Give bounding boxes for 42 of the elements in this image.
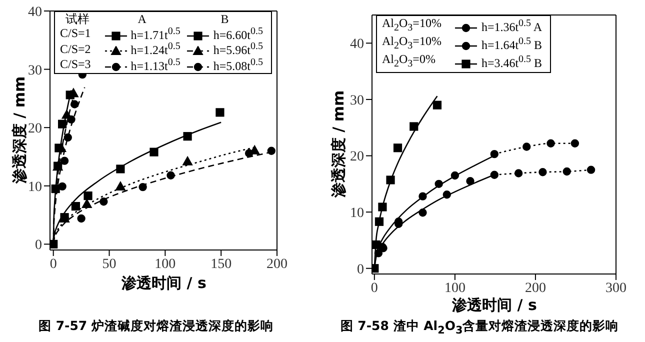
x-tick-label: 200 — [524, 280, 546, 296]
legend-label: h=5.96t$^{0.5}$ — [213, 41, 263, 57]
text: 图 7-57 炉渣碱度对熔渣浸透深度的影响 — [38, 318, 274, 335]
y-tick-label: 20 — [350, 150, 364, 165]
annotation: C/S=3 — [60, 56, 92, 72]
x-tick-label: 300 — [606, 280, 626, 296]
y-tick-label: 40 — [350, 37, 364, 52]
legend-label: h=1.36t$^{0.5}$ A — [481, 18, 542, 34]
x-axis-title: 渗透时间 / s — [452, 296, 537, 315]
y-tick-label: 10 — [28, 180, 42, 195]
annotation: Al$_{2}$O$_{3}$=0% — [382, 52, 436, 71]
annotation: C/S=2 — [60, 41, 92, 56]
x-tick-label: 0 — [370, 280, 378, 296]
legend-title: 试样 — [64, 12, 90, 26]
text: 图 7-58 渣中 Al$_{2}$O$_{3}$含量对熔渣浸透深度的影响 — [339, 318, 620, 336]
legend-label: h=1.71t$^{0.5}$ — [130, 26, 180, 42]
annotation: Al$_{2}$O$_{3}$=10% — [382, 16, 442, 35]
annotation: B — [220, 12, 230, 26]
y-tick-label: 0 — [35, 238, 42, 254]
y-tick-label: 30 — [350, 93, 364, 108]
x-tick-label: 150 — [210, 256, 232, 272]
x-tick-label: 100 — [444, 280, 466, 296]
legend-label: h=1.13t$^{0.5}$ — [130, 56, 180, 72]
annotation: A — [136, 12, 148, 26]
y-axis-title: 渗透深度 / mm — [330, 90, 348, 198]
y-tick-label: 40 — [28, 4, 42, 20]
y-axis-title: 渗透深度 / mm — [10, 76, 28, 184]
x-tick-label: 0 — [50, 256, 57, 272]
x-tick-label: 100 — [154, 256, 176, 272]
x-axis-title: 渗透时间 / s — [122, 274, 206, 293]
y-tick-label: 30 — [28, 63, 42, 78]
annotation: Al$_{2}$O$_{3}$=10% — [382, 34, 442, 53]
legend-label: h=6.60t$^{0.5}$ — [213, 26, 263, 42]
legend-label: h=3.46t$^{0.5}$ B — [481, 54, 542, 70]
legend-label: h=1.24t$^{0.5}$ — [130, 41, 180, 57]
x-tick-label: 50 — [102, 256, 116, 272]
legend-label: h=1.64t$^{0.5}$ B — [481, 36, 542, 52]
x-tick-label: 200 — [266, 256, 288, 272]
y-tick-label: 20 — [28, 122, 42, 137]
legend-label: h=5.08t$^{0.5}$ — [213, 56, 263, 72]
y-tick-label: 10 — [350, 206, 364, 222]
annotation: C/S=1 — [60, 26, 92, 41]
